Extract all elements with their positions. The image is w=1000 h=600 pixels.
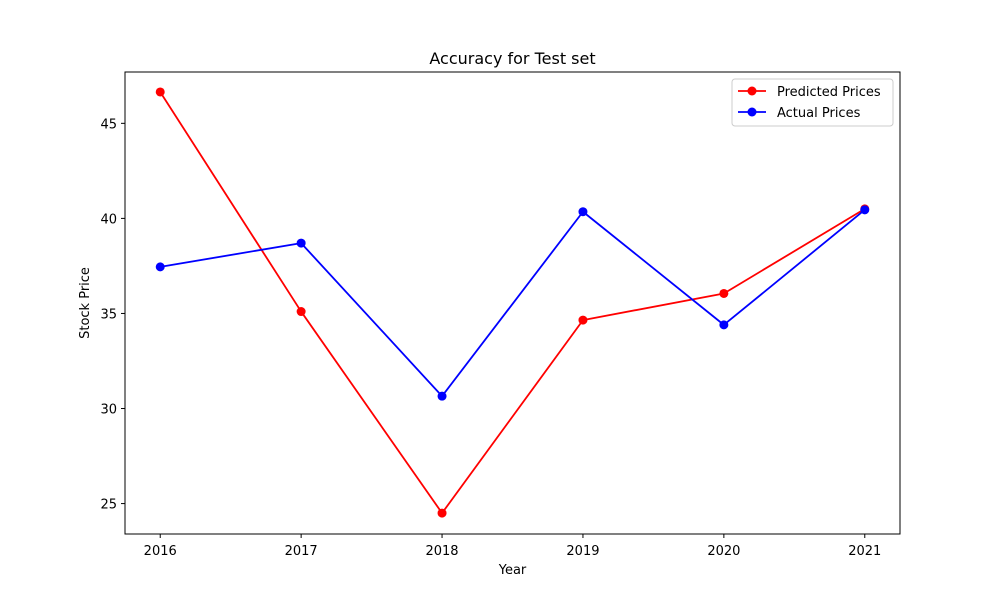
x-tick-label: 2021 <box>848 544 881 559</box>
data-point <box>719 320 729 330</box>
data-point <box>296 238 306 248</box>
legend-item: Actual Prices <box>738 106 861 121</box>
data-point <box>578 315 588 325</box>
data-point <box>155 87 165 97</box>
data-point <box>578 207 588 217</box>
y-tick-label: 30 <box>100 403 117 418</box>
data-point <box>860 205 870 215</box>
y-tick-label: 40 <box>100 212 117 227</box>
x-tick-label: 2019 <box>566 544 599 559</box>
y-axis-label: Stock Price <box>78 267 93 339</box>
x-axis: 2016 2017 2018 2019 2020 2021 <box>144 534 881 559</box>
x-tick-label: 2018 <box>425 544 458 559</box>
y-tick-label: 25 <box>100 498 117 513</box>
data-point <box>437 391 447 401</box>
x-tick-label: 2016 <box>144 544 177 559</box>
x-tick-label: 2020 <box>707 544 740 559</box>
data-point <box>719 288 729 298</box>
series-actual-prices <box>155 205 870 401</box>
series-line <box>159 91 866 514</box>
legend-box <box>731 78 894 127</box>
x-axis-label: Year <box>498 563 527 578</box>
y-tick-label: 35 <box>100 307 117 322</box>
chart-title: Accuracy for Test set <box>429 49 595 68</box>
legend-marker <box>747 107 757 117</box>
y-tick-label: 45 <box>100 117 117 132</box>
data-point <box>155 262 165 272</box>
series-line <box>160 209 866 398</box>
data-point <box>437 508 447 518</box>
x-tick-label: 2017 <box>285 544 318 559</box>
series-layer <box>155 87 870 518</box>
data-point <box>296 307 306 317</box>
plot-area <box>124 71 901 535</box>
legend-label: Predicted Prices <box>777 85 881 100</box>
legend: Predicted Prices Actual Prices <box>731 78 894 127</box>
legend-marker <box>747 86 757 96</box>
legend-label: Actual Prices <box>777 106 861 121</box>
legend-item: Predicted Prices <box>738 85 881 100</box>
y-axis: 25 30 35 40 45 <box>100 117 125 513</box>
